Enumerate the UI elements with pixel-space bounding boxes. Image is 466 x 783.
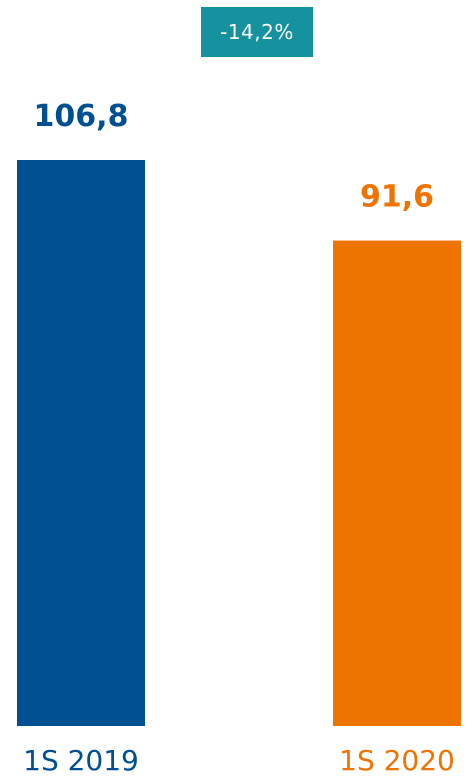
value-label-2: 91,6	[360, 180, 434, 215]
category-label-1: 1S 2019	[23, 744, 139, 777]
category-label-2: 1S 2020	[339, 744, 455, 777]
value-label-1: 106,8	[34, 99, 129, 134]
change-badge: -14,2%	[201, 7, 313, 57]
bar-2	[333, 240, 461, 726]
bar-1	[17, 160, 145, 726]
